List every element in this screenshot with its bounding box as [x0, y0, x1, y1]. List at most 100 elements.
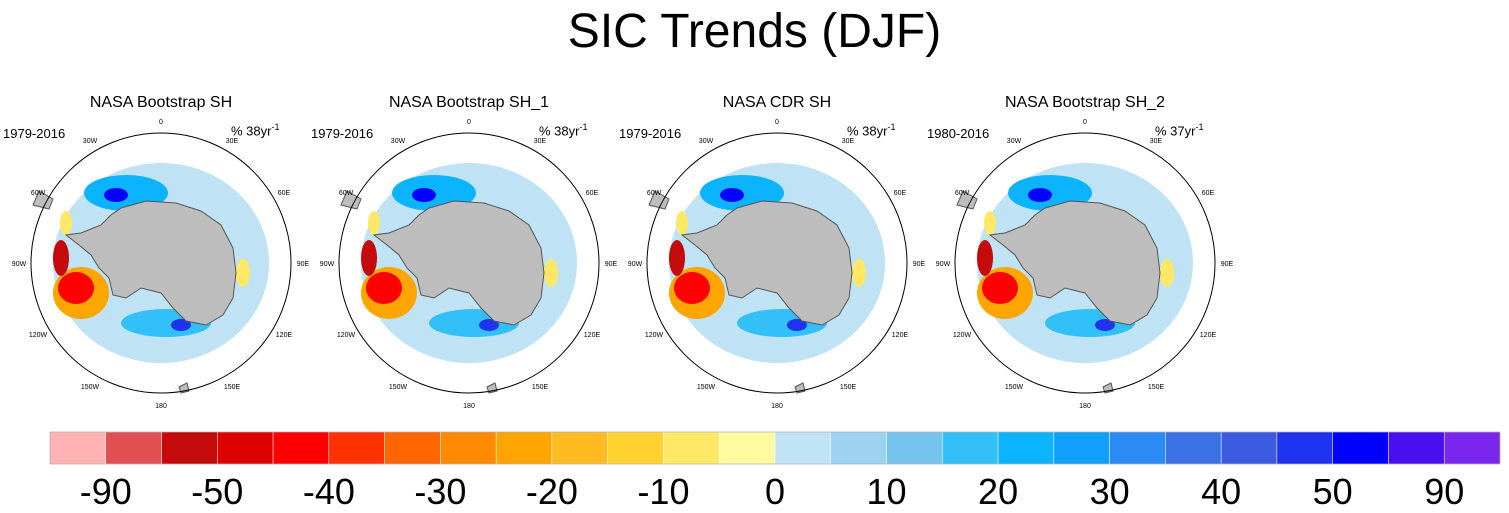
longitude-label: 120E [584, 332, 601, 339]
longitude-label: 30E [534, 138, 547, 145]
polar-boundary-circle [30, 132, 292, 394]
ross-strong-blob [787, 319, 807, 331]
panel-units-1: % 38yr-1 [231, 122, 280, 139]
panel-years-3: 1979-2016 [619, 126, 682, 141]
colorbar-tick-label: -10 [637, 471, 689, 512]
longitude-label: 30E [842, 138, 855, 145]
colorbar-tick-label: -20 [526, 471, 578, 512]
longitude-label: 180 [463, 403, 475, 410]
longitude-label: 90E [913, 261, 926, 268]
colorbar-tick-label: 40 [1201, 471, 1241, 512]
colorbar-segment [663, 431, 720, 465]
peninsula-decrease-blob [361, 240, 377, 276]
longitude-label: 150E [1148, 384, 1165, 391]
weddell-strong-blob [1028, 188, 1052, 202]
polar-map-3: 0 30E 60E 90E 120E 150E 180 150W 120W 90W 60W 30W [628, 119, 926, 410]
longitude-label: 90W [628, 261, 643, 268]
colorbar-tick-label: -50 [191, 471, 243, 512]
colorbar-tick-label: 50 [1313, 471, 1353, 512]
colorbar-segment [774, 431, 832, 465]
longitude-label: 180 [1079, 403, 1091, 410]
colorbar-tick-label: 30 [1090, 471, 1130, 512]
colorbar-segment [217, 431, 274, 465]
map-panel-2: 0 30E 60E 90E 120E 150E 180 150W 120W 90W 60W 30W N… [311, 90, 619, 410]
panel-title-1: NASA Bootstrap SH [89, 94, 233, 111]
south-america-landmass [340, 190, 362, 210]
longitude-label: 60W [339, 190, 354, 197]
colorbar-segment [1443, 431, 1501, 465]
colorbar-segment [328, 431, 385, 465]
longitude-label: 120E [1200, 332, 1217, 339]
colorbar-segment [997, 431, 1055, 465]
east-yellow-blob [852, 259, 866, 287]
colorbar-segment [495, 431, 553, 465]
colorbar-tick-label: 10 [867, 471, 907, 512]
longitude-label: 150W [389, 384, 408, 391]
south-america-landmass [956, 190, 978, 210]
colorbar-segment [607, 431, 664, 465]
longitude-label: 60E [278, 190, 291, 197]
panel-title-2: NASA Bootstrap SH_1 [388, 94, 550, 111]
east-yellow-blob [544, 259, 558, 287]
longitude-label: 150W [1005, 384, 1024, 391]
peninsula-decrease-blob [53, 240, 69, 276]
longitude-label: 30E [1150, 138, 1163, 145]
peninsula-yellow-blob [60, 211, 72, 235]
longitude-label: 60W [955, 190, 970, 197]
bellingshausen-decrease-blob [982, 272, 1018, 304]
longitude-label: 60E [894, 190, 907, 197]
longitude-label: 0 [1083, 119, 1087, 126]
ross-strong-blob [171, 319, 191, 331]
colorbar-tick-label: 20 [978, 471, 1018, 512]
longitude-label: 90E [605, 261, 618, 268]
polar-map-2: 0 30E 60E 90E 120E 150E 180 150W 120W 90W 60W 30W [320, 119, 618, 410]
colorbar-segment [1220, 431, 1278, 465]
peninsula-yellow-blob [984, 211, 996, 235]
longitude-label: 90W [320, 261, 335, 268]
polar-map-1: 0 30E 60E 90E 120E 150E 180 150W 120W 90W 60W 30W [12, 119, 310, 410]
antarctica-landmass [372, 200, 545, 326]
colorbar-tick-label: -90 [80, 471, 132, 512]
longitude-label: 60E [1202, 190, 1215, 197]
map-panel-1: 0 30E 60E 90E 120E 150E 180 150W 120W 90W 60W 30W N… [3, 90, 311, 410]
longitude-label: 120W [645, 332, 664, 339]
panel-years-4: 1980-2016 [927, 126, 990, 141]
polar-boundary-circle [954, 132, 1216, 394]
bellingshausen-decrease-blob [366, 272, 402, 304]
peninsula-yellow-blob [368, 211, 380, 235]
polar-boundary-circle [646, 132, 908, 394]
longitude-label: 0 [467, 119, 471, 126]
antarctica-landmass [988, 200, 1161, 326]
figure-title: SIC Trends (DJF) [567, 5, 942, 58]
polar-boundary-circle [338, 132, 600, 394]
longitude-label: 120W [953, 332, 972, 339]
longitude-label: 0 [159, 119, 163, 126]
antarctica-landmass [64, 200, 237, 326]
longitude-label: 180 [771, 403, 783, 410]
panel-units-2: % 38yr-1 [539, 122, 588, 139]
longitude-label: 180 [155, 403, 167, 410]
longitude-label: 150E [840, 384, 857, 391]
colorbar-frame [49, 431, 1501, 465]
colorbar-segment [942, 431, 999, 465]
longitude-label: 150W [81, 384, 100, 391]
longitude-label: 120E [276, 332, 293, 339]
ross-strong-blob [1095, 319, 1115, 331]
peninsula-yellow-blob [676, 211, 688, 235]
colorbar-segment [886, 431, 943, 465]
antarctica-landmass [680, 200, 853, 326]
bellingshausen-decrease-blob [58, 272, 94, 304]
longitude-label: 30W [1007, 138, 1022, 145]
colorbar-segment [161, 431, 218, 465]
peninsula-decrease-blob [977, 240, 993, 276]
map-panel-4: 0 30E 60E 90E 120E 150E 180 150W 120W 90W 60W 30W N… [927, 90, 1235, 410]
longitude-label: 30W [391, 138, 406, 145]
south-america-landmass [648, 190, 670, 210]
longitude-label: 30E [226, 138, 239, 145]
south-america-landmass [32, 190, 54, 210]
longitude-label: 60W [647, 190, 662, 197]
colorbar-segment [551, 431, 608, 465]
panel-years-1: 1979-2016 [3, 126, 66, 141]
colorbar-segment [718, 431, 776, 465]
